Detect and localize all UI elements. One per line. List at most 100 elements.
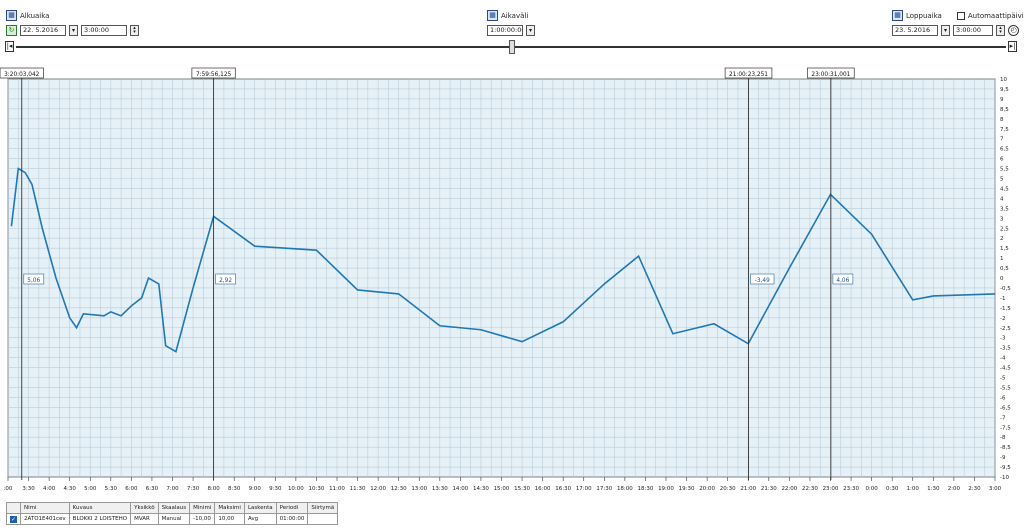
start-label: Alkuaika — [20, 11, 50, 20]
interval-field[interactable]: 1:00:00:00 — [487, 25, 523, 36]
cursor-time-label: 7:59:56,125 — [196, 72, 232, 78]
end-label-group: ▦ Loppuaika Automaattipäivitys — [892, 10, 1024, 21]
x-tick-label: 20:00 — [699, 486, 715, 492]
y-tick-label: 4,5 — [1000, 186, 1009, 192]
y-tick-label: 9,5 — [1000, 87, 1009, 93]
x-tick-label: 7:00 — [166, 486, 179, 492]
scroll-left-button[interactable]: |◂ — [5, 41, 14, 52]
chevron-down-icon[interactable]: ▾ — [69, 25, 78, 36]
legend-cell: 2ATO1E401cev — [20, 513, 70, 525]
end-date-field[interactable]: 23. 5.2016 — [892, 25, 938, 36]
x-tick-label: 6:30 — [146, 486, 159, 492]
y-tick-label: 4 — [1000, 196, 1004, 202]
cursor-value-box — [832, 273, 854, 285]
legend-cell: Manual — [157, 513, 191, 525]
x-tick-label: 17:00 — [576, 486, 592, 492]
calendar-icon[interactable]: ▦ — [6, 10, 17, 21]
scroll-right-button[interactable]: ▸| — [1008, 41, 1017, 52]
legend-table: Nimi Kuvaus Yksikkö Skaalaus Minimi Maks… — [6, 502, 339, 525]
y-tick-label: 0 — [1000, 276, 1004, 282]
x-tick-label: 14:30 — [473, 486, 489, 492]
x-tick-label: 23:30 — [843, 486, 859, 492]
y-tick-label: 10 — [1000, 77, 1007, 83]
end-label: Loppuaika — [906, 11, 942, 20]
x-tick-label: 5:00 — [84, 486, 97, 492]
cursor-label-box — [0, 67, 44, 79]
legend-visible-checkbox[interactable]: ✓ — [6, 513, 21, 525]
y-tick-label: -6 — [1000, 395, 1006, 401]
cursor-value-label: -3,49 — [755, 278, 770, 284]
cursor-label-box — [807, 67, 855, 79]
x-tick-label: 8:30 — [228, 486, 241, 492]
x-tick-label: 22:00 — [781, 486, 797, 492]
refresh-icon[interactable]: ↻ — [6, 25, 17, 36]
x-tick-label: 20:30 — [720, 486, 736, 492]
cursor-value-label: 4,06 — [836, 278, 849, 284]
legend-header-cell: Kuvaus — [68, 502, 132, 514]
y-tick-label: 1 — [1000, 256, 1004, 262]
x-tick-label: 19:00 — [658, 486, 674, 492]
legend-cell: 01:00:00 — [275, 513, 309, 525]
y-tick-label: -0,5 — [1000, 286, 1011, 292]
y-tick-label: -2 — [1000, 316, 1005, 322]
y-tick-label: 6,5 — [1000, 147, 1009, 153]
chevron-down-icon[interactable]: ▾ — [941, 25, 950, 36]
y-tick-label: 3 — [1000, 216, 1004, 222]
legend-header-cell — [6, 502, 21, 514]
x-tick-label: 23:00 — [823, 486, 839, 492]
y-tick-label: -8,5 — [1000, 445, 1011, 451]
legend-header-cell: Laskenta — [243, 502, 277, 514]
interval-label: Aikaväli — [501, 11, 529, 20]
time-slider-thumb[interactable] — [509, 40, 515, 54]
auto-update-checkbox[interactable] — [956, 11, 965, 20]
start-label-group: ▦ Alkuaika — [6, 10, 49, 21]
y-tick-label: 5 — [1000, 177, 1004, 183]
y-tick-label: 3,5 — [1000, 206, 1009, 212]
x-tick-label: 16:30 — [555, 486, 571, 492]
x-tick-label: :00 — [4, 486, 13, 492]
cursor-value-box — [23, 273, 45, 285]
y-tick-label: -5,5 — [1000, 385, 1011, 391]
calendar-icon[interactable]: ▦ — [487, 10, 498, 21]
x-tick-label: 0:30 — [886, 486, 899, 492]
auto-update-label: Automaattipäivitys — [967, 11, 1024, 20]
legend-header-cell: Minimi — [189, 502, 216, 514]
start-date-field[interactable]: 22. 5.2016 — [20, 25, 66, 36]
start-time-field[interactable]: 3:00:00 — [81, 25, 127, 36]
trend-chart: 10 9,5 9 8,5 8 7,5 7 6,5 6 5,5 5 4,5 4 3,5 3 2,5 2 1,5 1 0,… — [0, 67, 1011, 492]
interval-label-group: ▦ Aikaväli — [487, 10, 528, 21]
x-tick-label: 10:00 — [288, 486, 304, 492]
x-tick-label: 21:00 — [740, 486, 756, 492]
calendar-icon[interactable]: ▦ — [892, 10, 903, 21]
end-time-spinner[interactable]: ▴ ▾ — [996, 25, 1005, 36]
cursor-label-box — [191, 67, 236, 79]
legend-header-cell: Maksimi — [214, 502, 245, 514]
y-tick-label: -4,5 — [1000, 366, 1011, 372]
y-tick-label: -2,5 — [1000, 326, 1011, 332]
x-tick-label: 1:30 — [927, 486, 940, 492]
y-tick-label: 9 — [1000, 97, 1004, 103]
legend-cell: 10,00 — [214, 513, 245, 525]
y-tick-label: -7,5 — [1000, 425, 1011, 431]
legend-header-cell: Skaalaus — [157, 502, 191, 514]
x-tick-label: 3:30 — [22, 486, 35, 492]
y-tick-label: -3,5 — [1000, 346, 1011, 352]
y-tick-label: -9,5 — [1000, 465, 1011, 471]
x-tick-label: 17:30 — [596, 486, 612, 492]
chevron-down-icon[interactable]: ▾ — [526, 25, 535, 36]
clock-icon[interactable]: ◴ — [1008, 25, 1019, 36]
y-tick-label: -1 — [1000, 296, 1005, 302]
cursor-time-label: 23:00:31,001 — [811, 72, 850, 78]
y-tick-label: 0,5 — [1000, 266, 1009, 272]
interval-inputs: 1:00:00:00 ▾ — [487, 25, 535, 36]
x-tick-label: 10:30 — [309, 486, 325, 492]
legend-cell: -10,00 — [189, 513, 216, 525]
end-time-field[interactable]: 3:00:00 — [953, 25, 993, 36]
cursor-time-label: 3:20:03,042 — [4, 72, 40, 78]
cursor-time-label: 21:00:23,251 — [729, 72, 768, 78]
start-time-spinner[interactable]: ▴ ▾ — [130, 25, 139, 36]
x-tick-label: 4:30 — [64, 486, 77, 492]
end-inputs: 23. 5.2016 ▾ 3:00:00 ▴ ▾ ◴ — [892, 25, 1019, 36]
cursor-value-label: 2,92 — [219, 278, 232, 284]
legend-row[interactable]: ✓ 2ATO1E401cev BLOKKI 2 LOISTEHO MVAR Ma… — [6, 513, 339, 525]
